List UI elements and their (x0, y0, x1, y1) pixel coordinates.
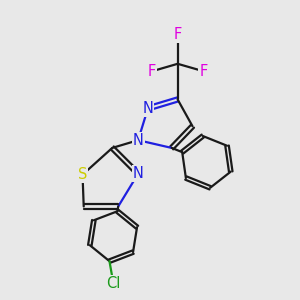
Text: S: S (78, 167, 87, 182)
Text: F: F (173, 27, 182, 42)
Text: F: F (200, 64, 208, 79)
Text: Cl: Cl (106, 276, 121, 291)
Text: N: N (133, 166, 143, 181)
Text: F: F (148, 64, 156, 79)
Text: N: N (133, 133, 143, 148)
Text: N: N (142, 101, 153, 116)
